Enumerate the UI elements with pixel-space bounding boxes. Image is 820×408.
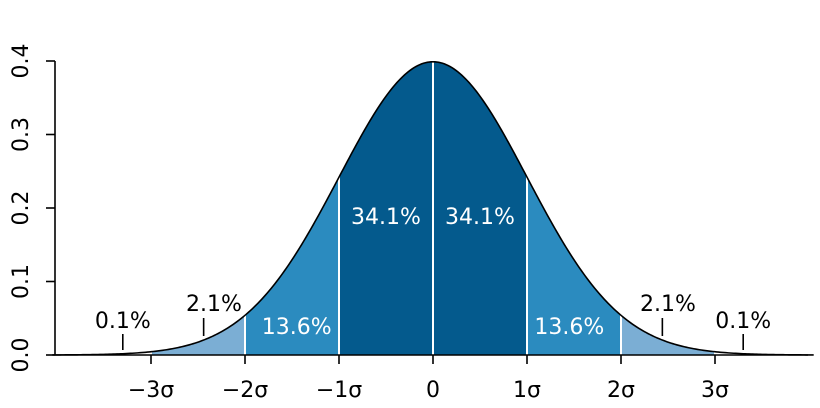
x-tick-label: 3σ: [701, 378, 729, 403]
y-tick-label: 0.0: [9, 338, 34, 373]
y-tick-label: 0.1: [9, 264, 34, 299]
percent-label: 2.1%: [640, 292, 696, 317]
percent-labels: 0.1% 2.1% 13.6% 34.1% 34.1% 13.6% 2.1% 0.1%: [95, 205, 771, 350]
x-tick-label: −1σ: [316, 378, 362, 403]
percent-label: 13.6%: [262, 315, 332, 340]
y-axis-ticks: 0.0 0.1 0.2 0.3 0.4: [9, 44, 55, 373]
percent-label: 34.1%: [445, 205, 515, 230]
percent-label: 0.1%: [95, 309, 151, 334]
y-tick-label: 0.3: [9, 117, 34, 152]
x-tick-label: 0: [426, 378, 440, 403]
percent-label: 34.1%: [351, 205, 421, 230]
y-tick-label: 0.2: [9, 191, 34, 226]
x-tick-label: −3σ: [128, 378, 174, 403]
percent-label: 0.1%: [715, 309, 771, 334]
percent-label: 2.1%: [186, 292, 242, 317]
x-tick-label: −2σ: [222, 378, 268, 403]
region-6: [621, 315, 715, 355]
percent-label: 13.6%: [534, 315, 604, 340]
x-axis-ticks: −3σ −2σ −1σ 0 1σ 2σ 3σ: [128, 355, 729, 403]
x-tick-label: 1σ: [513, 378, 541, 403]
sigma-dividers: [150, 61, 716, 355]
y-tick-label: 0.4: [9, 44, 34, 79]
x-tick-label: 2σ: [607, 378, 635, 403]
region-1: [151, 315, 245, 355]
density-curve: [52, 60, 814, 356]
